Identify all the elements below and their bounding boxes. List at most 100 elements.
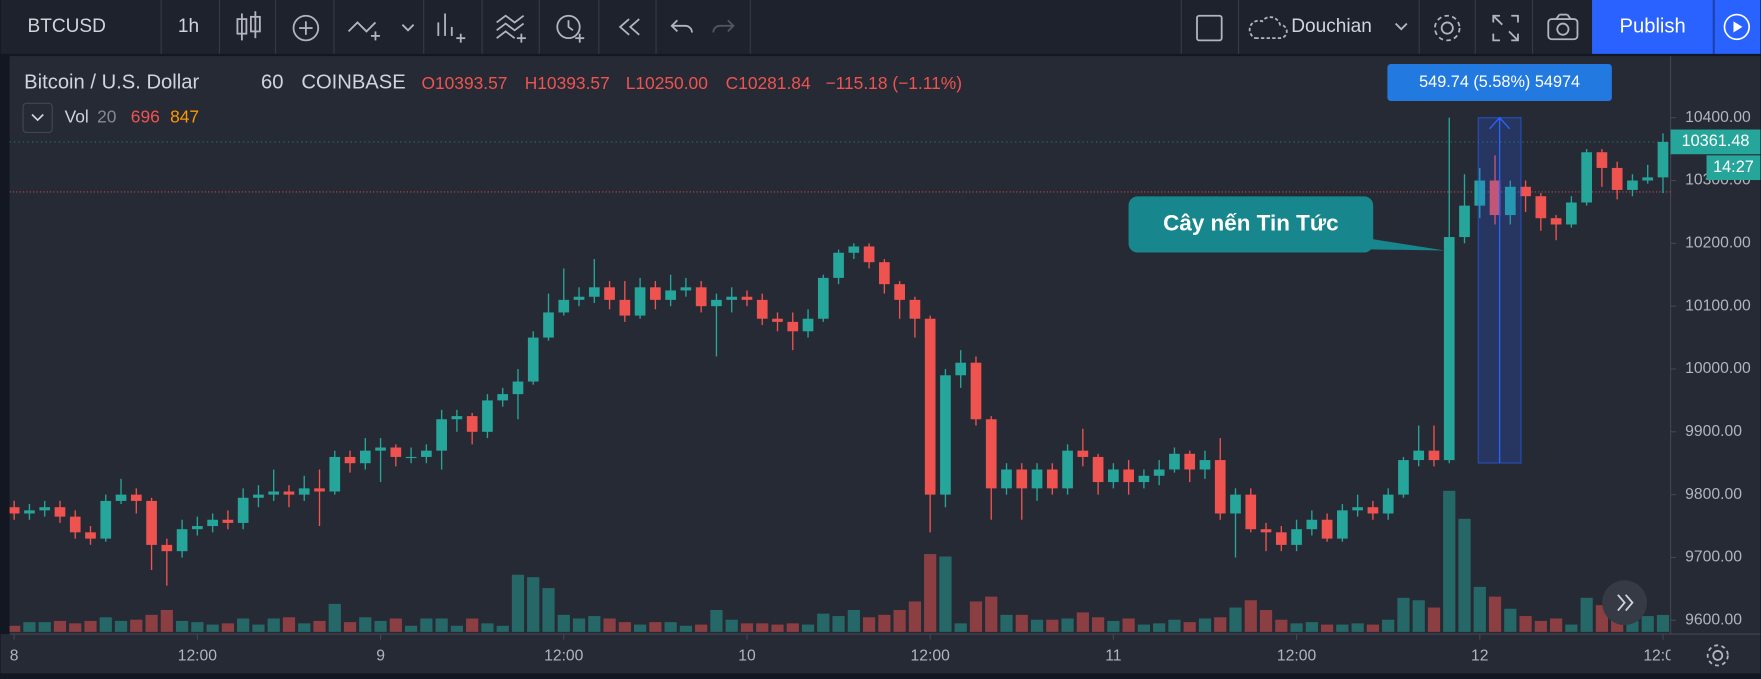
volume-bar <box>1397 597 1410 632</box>
candle-body <box>451 416 463 420</box>
legend-high: H10393.57 <box>525 73 610 93</box>
price-tick-label: 9700.00 <box>1685 549 1742 566</box>
volume-bar <box>481 623 494 632</box>
volume-bar <box>1443 490 1456 632</box>
volume-bar <box>435 618 448 632</box>
candle-body <box>1138 475 1150 483</box>
compare-button[interactable] <box>347 21 415 41</box>
toolbar <box>0 0 1761 54</box>
volume-bar <box>175 620 189 632</box>
symbol-name: Bitcoin / U.S. Dollar <box>24 71 199 93</box>
candle-body <box>772 318 783 322</box>
snapshot-button[interactable] <box>1547 13 1579 41</box>
indicators-button[interactable] <box>292 14 320 42</box>
volume-bar <box>847 609 860 632</box>
volume-bar <box>1473 586 1486 632</box>
volume-bar <box>542 588 555 632</box>
volume-bar <box>1214 617 1227 632</box>
candle-body <box>985 419 997 489</box>
volume-bar <box>1336 624 1349 632</box>
volume-bar <box>191 622 204 632</box>
publish-button[interactable] <box>1592 0 1714 54</box>
volume-bar <box>1366 624 1380 632</box>
replay-button[interactable] <box>618 18 640 36</box>
candle-body <box>24 510 35 514</box>
candle-body <box>1581 152 1592 203</box>
candle-body <box>1443 237 1455 461</box>
volume-bar <box>649 622 662 632</box>
candle-body <box>1260 529 1272 533</box>
undo-button[interactable] <box>670 19 693 33</box>
candle-body <box>909 299 921 319</box>
candle-body <box>39 507 51 511</box>
candle-body <box>1413 450 1425 461</box>
candle-body <box>741 296 753 300</box>
volume-bar <box>939 556 952 632</box>
volume-bar <box>1550 618 1563 632</box>
candle-body <box>115 494 127 501</box>
settings-button[interactable] <box>1434 14 1461 42</box>
volume-bar <box>679 625 693 632</box>
dropdown-icon[interactable] <box>1395 22 1408 31</box>
time-tick-label: 12 <box>1471 648 1488 665</box>
volume-bar <box>1565 624 1578 632</box>
time-tick-label: 12:00 <box>178 648 218 665</box>
volume-bar <box>267 618 280 632</box>
volume-bar <box>282 617 296 632</box>
candle-body <box>1566 202 1577 225</box>
candle-body <box>1474 180 1486 206</box>
templates-button[interactable] <box>437 13 466 43</box>
volume-bar <box>695 624 708 632</box>
candle-body <box>695 287 707 307</box>
candle-body <box>9 507 20 514</box>
alert-button[interactable] <box>556 14 585 43</box>
symbol-button[interactable]: BTCUSD <box>28 16 106 37</box>
candle-body <box>1108 469 1119 483</box>
candle-body <box>466 416 478 432</box>
candle-body <box>1199 460 1211 470</box>
candle-body <box>711 299 722 307</box>
candle-body <box>192 526 203 530</box>
candle-body <box>222 519 234 523</box>
strategy-button[interactable] <box>496 14 526 43</box>
volume-bar <box>1168 619 1181 632</box>
volume-bar <box>328 603 341 632</box>
candle-body <box>1291 529 1302 545</box>
candle-body <box>1337 510 1348 539</box>
volume-bar <box>450 625 464 632</box>
collapse-button[interactable] <box>22 102 53 133</box>
candle-body <box>650 287 661 300</box>
candle-body <box>1153 469 1165 476</box>
fullscreen-button[interactable] <box>1492 14 1519 42</box>
candle-body <box>1245 494 1257 530</box>
candle-body <box>207 519 218 527</box>
play-icon <box>1723 13 1751 41</box>
volume-bar <box>985 596 998 632</box>
candle-body <box>894 284 905 300</box>
volume-bar <box>160 609 173 632</box>
candle-body <box>359 450 371 464</box>
scroll-icon <box>1617 594 1626 612</box>
volume-bar <box>893 609 906 632</box>
chart-type-button[interactable] <box>236 11 261 41</box>
candle-body <box>1031 469 1043 489</box>
volume-bar <box>725 619 738 632</box>
volume-bar <box>557 614 570 632</box>
candle-body <box>253 494 264 498</box>
redo-button[interactable] <box>712 19 735 33</box>
measure-label-box <box>1387 63 1612 102</box>
axis-settings-button[interactable] <box>1706 644 1729 667</box>
volume-bar <box>69 623 82 632</box>
candle-body <box>1230 494 1241 514</box>
publish-label[interactable]: Publish <box>1620 15 1686 37</box>
candle-body <box>802 318 814 332</box>
candle-body <box>390 447 402 457</box>
volume-bar <box>1275 619 1288 632</box>
legend-open: O10393.57 <box>421 73 507 93</box>
volume-bar <box>404 625 418 632</box>
layout-button[interactable] <box>1196 14 1223 42</box>
interval-button[interactable]: 1h <box>178 16 199 37</box>
volume-bar <box>130 619 143 632</box>
layout-name[interactable]: Douchian <box>1291 16 1372 37</box>
candle-body <box>405 456 417 459</box>
